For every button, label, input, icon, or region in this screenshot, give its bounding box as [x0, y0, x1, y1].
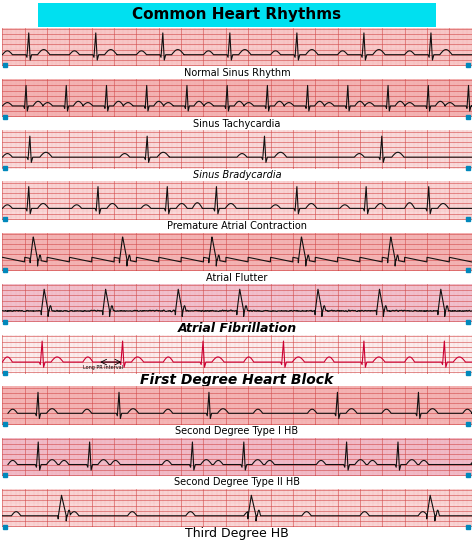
Text: Third Degree HB: Third Degree HB	[185, 527, 289, 540]
Text: Atrial Fibrillation: Atrial Fibrillation	[177, 322, 297, 335]
Text: First Degree Heart Block: First Degree Heart Block	[140, 373, 334, 387]
Text: Second Degree Type I HB: Second Degree Type I HB	[175, 426, 299, 436]
Text: Atrial Flutter: Atrial Flutter	[206, 272, 268, 282]
Text: Sinus Bradycardia: Sinus Bradycardia	[193, 170, 281, 180]
Text: Common Heart Rhythms: Common Heart Rhythms	[132, 8, 342, 22]
Text: Long PR interval: Long PR interval	[83, 365, 123, 370]
Text: Sinus Tachycardia: Sinus Tachycardia	[193, 119, 281, 129]
Text: Normal Sinus Rhythm: Normal Sinus Rhythm	[184, 68, 290, 77]
Text: Second Degree Type II HB: Second Degree Type II HB	[174, 477, 300, 487]
Text: Premature Atrial Contraction: Premature Atrial Contraction	[167, 221, 307, 231]
